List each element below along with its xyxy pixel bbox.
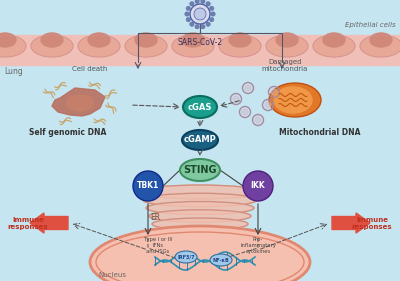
Text: Immune
responses: Immune responses (8, 216, 48, 230)
Circle shape (271, 89, 277, 95)
Circle shape (185, 12, 189, 16)
Circle shape (201, 0, 205, 4)
Ellipse shape (229, 33, 251, 47)
Bar (0, 35, 400, 65)
Text: Type I or III
IFNs
and ISGs: Type I or III IFNs and ISGs (144, 237, 172, 253)
Ellipse shape (140, 185, 260, 199)
Circle shape (206, 2, 210, 6)
Circle shape (243, 171, 273, 201)
Circle shape (210, 6, 214, 11)
Text: NF-κB: NF-κB (213, 257, 229, 262)
Circle shape (186, 6, 190, 11)
Circle shape (255, 117, 261, 123)
Ellipse shape (66, 95, 94, 111)
Text: TBK1: TBK1 (137, 182, 159, 191)
Text: cGAS: cGAS (188, 103, 212, 112)
Circle shape (210, 17, 214, 22)
Circle shape (190, 2, 194, 6)
Circle shape (133, 171, 163, 201)
Text: Immune
responses: Immune responses (352, 216, 392, 230)
Circle shape (233, 96, 239, 102)
Text: Pro-
inflammatory
cytokines: Pro- inflammatory cytokines (240, 237, 276, 253)
Circle shape (206, 22, 210, 26)
Ellipse shape (180, 159, 220, 181)
Circle shape (195, 24, 199, 29)
Circle shape (211, 12, 215, 16)
Text: IRF3/7: IRF3/7 (177, 255, 195, 259)
Ellipse shape (135, 33, 157, 47)
Circle shape (190, 4, 210, 24)
Text: Epithelial cells: Epithelial cells (345, 22, 396, 28)
Text: Damaged
mitochondria: Damaged mitochondria (262, 59, 308, 72)
Text: Mitochondrial DNA: Mitochondrial DNA (279, 128, 361, 137)
Ellipse shape (266, 35, 308, 57)
Circle shape (245, 85, 251, 91)
Polygon shape (52, 88, 105, 116)
Text: Cell death: Cell death (72, 66, 108, 72)
Text: Lung: Lung (4, 67, 23, 76)
Ellipse shape (146, 201, 254, 214)
Ellipse shape (172, 35, 214, 57)
FancyArrow shape (332, 213, 370, 233)
Text: Nucleus: Nucleus (98, 272, 126, 278)
Circle shape (195, 0, 199, 4)
Ellipse shape (370, 33, 392, 47)
Ellipse shape (175, 251, 197, 263)
Ellipse shape (183, 96, 217, 118)
FancyArrow shape (30, 213, 68, 233)
Ellipse shape (0, 33, 16, 47)
Ellipse shape (78, 35, 120, 57)
Ellipse shape (323, 33, 345, 47)
Circle shape (190, 22, 194, 26)
Ellipse shape (149, 210, 251, 222)
Ellipse shape (182, 130, 218, 150)
Circle shape (186, 17, 190, 22)
Circle shape (194, 8, 206, 20)
Ellipse shape (152, 218, 248, 230)
Text: IKK: IKK (251, 182, 265, 191)
Ellipse shape (90, 226, 310, 281)
Circle shape (265, 102, 271, 108)
Ellipse shape (88, 33, 110, 47)
Ellipse shape (219, 35, 261, 57)
Ellipse shape (182, 33, 204, 47)
Text: STING: STING (183, 165, 217, 175)
Ellipse shape (41, 33, 63, 47)
Ellipse shape (313, 35, 355, 57)
Ellipse shape (210, 254, 232, 266)
Ellipse shape (0, 35, 26, 57)
Ellipse shape (274, 87, 312, 113)
Text: SARS-CoV-2: SARS-CoV-2 (178, 38, 222, 47)
Ellipse shape (360, 35, 400, 57)
Text: Self genomic DNA: Self genomic DNA (29, 128, 107, 137)
Text: cGAMP: cGAMP (184, 135, 216, 144)
Ellipse shape (125, 35, 167, 57)
Circle shape (242, 109, 248, 115)
Ellipse shape (276, 33, 298, 47)
Ellipse shape (143, 193, 257, 207)
Text: ER: ER (150, 214, 160, 223)
Ellipse shape (31, 35, 73, 57)
Ellipse shape (269, 83, 321, 117)
Circle shape (201, 24, 205, 29)
